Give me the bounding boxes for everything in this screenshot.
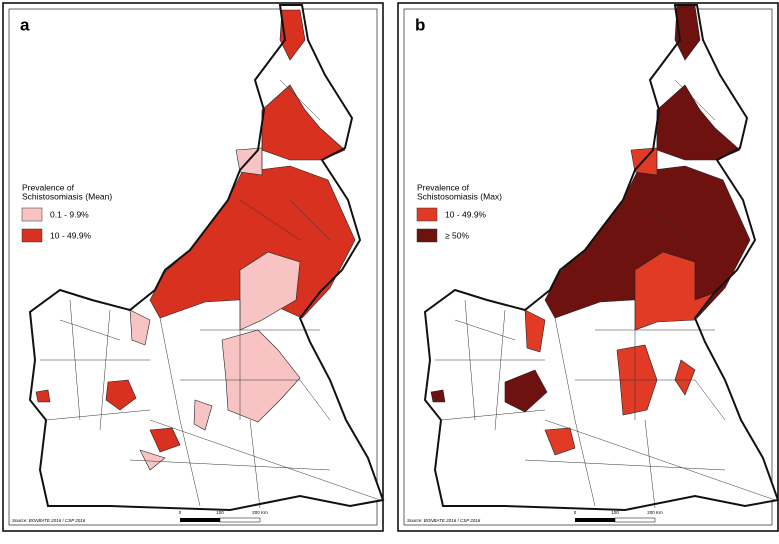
source-note: Source: BONBATE 2016 / CSP 2016 <box>407 518 481 523</box>
legend-title: Schistosomiasis (Max) <box>417 191 502 201</box>
district-lines <box>40 79 381 509</box>
legend-swatch <box>21 207 43 222</box>
country-outline <box>28 4 385 512</box>
region <box>261 84 346 161</box>
panel-label: b <box>415 15 425 34</box>
region <box>139 449 166 471</box>
region <box>504 369 548 413</box>
region <box>149 427 181 453</box>
region <box>129 309 151 346</box>
legend-label: 10 - 49.9% <box>50 230 92 240</box>
scale-label: 200 Km <box>647 510 663 515</box>
region <box>656 84 741 161</box>
legend-label: 10 - 49.9% <box>445 209 487 219</box>
scale-label: 0 <box>574 510 577 515</box>
neatline <box>8 8 378 526</box>
region <box>430 389 446 403</box>
region <box>279 9 306 61</box>
scale-label: 100 <box>611 510 619 515</box>
legend-swatch <box>416 228 438 243</box>
region <box>674 359 696 396</box>
scale-bar <box>219 517 261 523</box>
neatline <box>403 8 773 526</box>
scale-label: 200 Km <box>252 510 268 515</box>
scale-label: 0 <box>179 510 182 515</box>
legend-swatch <box>21 228 43 243</box>
scale-bar <box>614 517 656 523</box>
region <box>544 427 576 456</box>
region <box>524 309 546 353</box>
legend-title: Prevalence of <box>22 182 75 192</box>
region <box>221 329 301 423</box>
region <box>35 389 51 403</box>
panel-label: a <box>20 15 30 34</box>
legend-title: Prevalence of <box>417 182 470 192</box>
legend-swatch <box>416 207 438 222</box>
legend-label: ≥ 50% <box>445 230 469 240</box>
legend-label: 0.1 - 9.9% <box>50 209 89 219</box>
legend-title: Schistosomiasis (Mean) <box>22 191 112 201</box>
region <box>193 399 213 431</box>
scale-label: 100 <box>216 510 224 515</box>
source-note: Source: BONBATE 2016 / CSP 2016 <box>12 518 86 523</box>
region <box>105 379 137 411</box>
district-lines <box>435 79 776 509</box>
country-outline <box>423 4 779 512</box>
